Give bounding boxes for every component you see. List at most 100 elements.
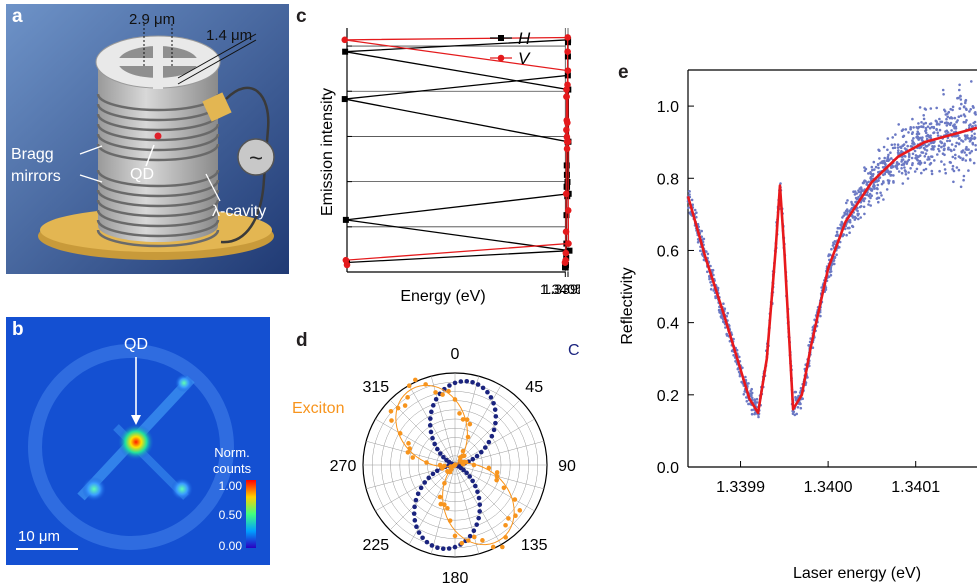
- data-point: [848, 231, 851, 234]
- data-point: [891, 136, 894, 139]
- data-point: [750, 396, 754, 400]
- pl-map-image: QD Norm. counts 1.00 0.50 0.00 10 μm: [6, 317, 270, 565]
- bragg-layer: [96, 133, 220, 152]
- data-point: [925, 145, 928, 148]
- data-point: [870, 165, 874, 169]
- data-point: [907, 171, 910, 174]
- data-point-cavity: [413, 497, 419, 503]
- data-point: [745, 396, 748, 399]
- data-point: [974, 144, 977, 147]
- data-point-exciton: [405, 450, 411, 455]
- data-point-exciton: [500, 544, 505, 550]
- data-point: [918, 106, 922, 109]
- data-point-cavity: [485, 389, 490, 395]
- y-tick-label: 1.0: [657, 99, 679, 116]
- cavity-label: λ-cavity: [212, 203, 266, 220]
- data-point-exciton: [407, 446, 413, 451]
- data-point: [940, 141, 944, 144]
- data-point-V: [564, 48, 571, 55]
- bragg-layer: [96, 143, 220, 162]
- data-point: [957, 168, 961, 172]
- data-point: [871, 168, 874, 172]
- data-point: [943, 168, 947, 171]
- data-point: [861, 181, 865, 185]
- micropillar-schematic: ~ 2.9 μm 1.4 μm Bragg mirrors QD λ-cavit…: [6, 4, 289, 274]
- qd-hotspot: [118, 424, 154, 460]
- data-point: [962, 120, 966, 124]
- data-point: [867, 172, 870, 175]
- data-point: [848, 226, 851, 230]
- colorbar: [246, 480, 256, 548]
- data-point: [862, 205, 866, 209]
- data-point: [938, 149, 941, 153]
- data-point: [954, 157, 957, 160]
- data-point: [960, 150, 963, 153]
- data-point: [811, 346, 815, 350]
- data-point: [924, 126, 928, 130]
- data-point: [964, 101, 967, 105]
- data-point: [779, 182, 782, 185]
- data-point: [829, 267, 832, 271]
- data-point: [897, 123, 900, 126]
- data-point: [929, 161, 933, 165]
- data-point: [969, 136, 973, 140]
- data-point: [857, 189, 860, 192]
- data-point: [882, 173, 885, 177]
- bragg-layer: [96, 229, 220, 248]
- data-point-exciton: [486, 465, 492, 471]
- bragg-label: Bragg: [11, 146, 54, 163]
- data-point: [791, 412, 795, 416]
- data-point-exciton: [503, 535, 508, 540]
- data-point: [899, 146, 903, 150]
- data-point: [957, 115, 961, 118]
- data-point: [940, 145, 943, 149]
- legend-label: V: [518, 49, 531, 68]
- data-point: [951, 167, 954, 171]
- data-point: [722, 302, 725, 306]
- data-point: [952, 169, 956, 173]
- data-point-exciton: [452, 533, 458, 539]
- data-point: [841, 216, 844, 219]
- colorbar-title-2: counts: [213, 461, 252, 476]
- data-point: [907, 155, 911, 158]
- chart-e: 0.0 0.2 0.4 0.6 0.8 1.0 1.3399 1.3400 1.3401 Ref…: [619, 69, 977, 582]
- data-point-cavity: [440, 546, 446, 552]
- data-point: [874, 165, 878, 169]
- data-point: [859, 186, 863, 189]
- data-point: [732, 354, 735, 357]
- data-point-cavity: [491, 427, 497, 433]
- colorbar-title-1: Norm.: [214, 445, 249, 460]
- data-point-cavity: [491, 400, 496, 406]
- data-point: [962, 174, 966, 178]
- data-point-exciton: [452, 462, 458, 468]
- data-point: [947, 110, 951, 114]
- data-point: [711, 268, 715, 272]
- data-point-cavity: [422, 480, 428, 485]
- data-point-V: [564, 34, 572, 41]
- data-point: [872, 183, 876, 187]
- data-point: [904, 170, 907, 173]
- data-point-exciton: [406, 441, 411, 446]
- dim-2-9um: 2.9 μm: [129, 11, 175, 28]
- data-point-exciton: [389, 418, 394, 423]
- data-point: [964, 98, 968, 102]
- data-point: [750, 391, 754, 395]
- data-point: [935, 106, 938, 110]
- data-point-cavity: [429, 409, 434, 415]
- data-point: [951, 105, 955, 109]
- data-point: [856, 212, 859, 216]
- data-point: [887, 182, 891, 185]
- data-point-exciton: [445, 469, 450, 474]
- data-point: [962, 105, 966, 108]
- data-point-cavity: [470, 478, 475, 484]
- data-point: [725, 332, 728, 336]
- data-point: [845, 233, 848, 237]
- data-point-exciton: [512, 497, 518, 502]
- data-point: [964, 147, 968, 151]
- data-point: [833, 262, 836, 266]
- data-point-cavity: [428, 416, 433, 421]
- data-point: [875, 191, 879, 195]
- data-point: [972, 161, 976, 165]
- data-point: [920, 138, 924, 142]
- qd-dot: [154, 132, 162, 140]
